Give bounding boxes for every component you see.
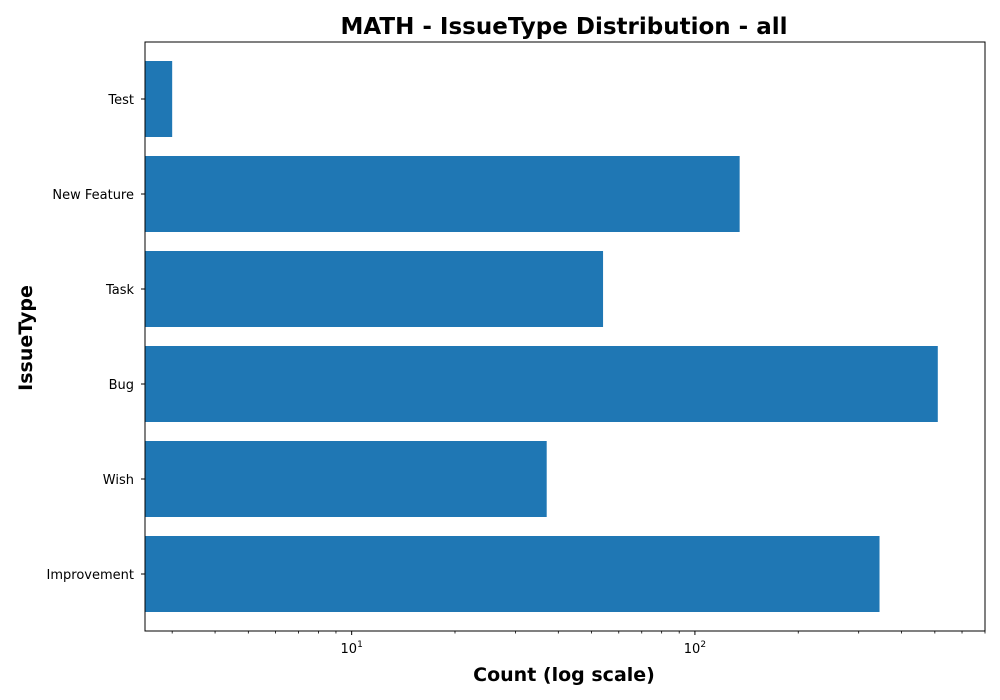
x-tick-label: 101 — [341, 640, 363, 657]
bar-improvement — [145, 536, 880, 612]
bar-wish — [145, 441, 547, 517]
y-tick-label: Improvement — [47, 568, 134, 583]
bar-test — [145, 61, 173, 137]
y-tick-label: Test — [107, 93, 134, 108]
bar-new-feature — [145, 156, 740, 232]
y-tick-label: Bug — [109, 378, 134, 393]
bar-task — [145, 251, 604, 327]
y-tick-label: Task — [105, 283, 135, 298]
y-tick-label: New Feature — [52, 188, 134, 203]
y-axis-ticks: Improvement Wish Bug Task New Feature Test — [47, 93, 145, 583]
y-axis-label: IssueType — [15, 285, 37, 391]
chart-title: MATH - IssueType Distribution - all — [341, 14, 788, 40]
bars-group — [145, 61, 938, 612]
y-tick-label: Wish — [103, 473, 134, 488]
x-axis-ticks: 101 102 — [171, 631, 986, 657]
x-axis-label: Count (log scale) — [473, 664, 655, 686]
x-tick-label: 102 — [684, 640, 706, 657]
bar-bug — [145, 346, 938, 422]
plot-frame — [144, 41, 986, 632]
